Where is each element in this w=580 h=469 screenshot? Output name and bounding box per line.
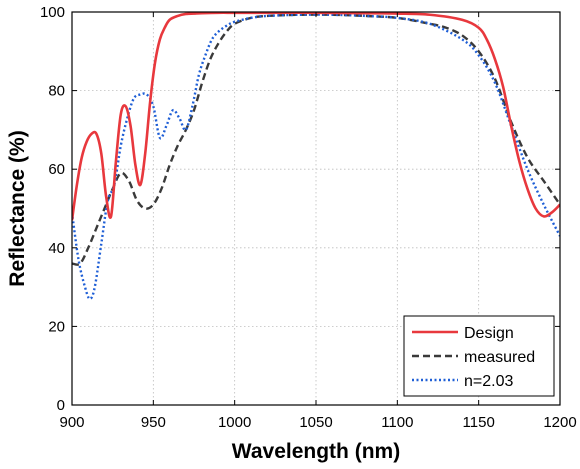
axis-ticks: 900 950 1000 1050 1100 1150 1200 0 20 40 60 80 100	[40, 4, 577, 431]
grid-lines	[72, 12, 560, 405]
series-line-design	[72, 12, 560, 221]
legend-label-design: Design	[464, 325, 514, 342]
y-tick-label: 80	[48, 83, 65, 100]
y-tick-label: 20	[48, 318, 65, 335]
y-tick-label: 60	[48, 161, 65, 178]
x-tick-label: 1200	[543, 414, 576, 431]
y-axis-title: Reflectance (%)	[6, 130, 29, 286]
x-tick-label: 1100	[381, 414, 413, 431]
series-lines	[72, 12, 560, 301]
legend-label-n-2-03: n=2.03	[464, 373, 513, 390]
y-tick-label: 40	[48, 240, 65, 257]
legend: Design measured n=2.03	[403, 315, 555, 397]
y-tick-label: 0	[57, 397, 65, 414]
x-tick-label: 950	[141, 414, 166, 431]
x-tick-label: 1050	[299, 414, 332, 431]
series-line-measured	[72, 13, 560, 266]
legend-label-measured: measured	[464, 349, 535, 366]
series-line-n-2-03	[72, 13, 560, 301]
y-tick-label: 100	[40, 4, 65, 21]
x-tick-label: 900	[59, 414, 84, 431]
x-axis-title: Wavelength (nm)	[232, 440, 400, 463]
x-tick-label: 1000	[218, 414, 251, 431]
x-tick-label: 1150	[463, 414, 495, 431]
